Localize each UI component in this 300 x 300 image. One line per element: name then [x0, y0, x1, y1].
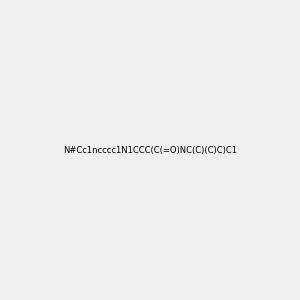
Text: N#Cc1ncccc1N1CCC(C(=O)NC(C)(C)C)C1: N#Cc1ncccc1N1CCC(C(=O)NC(C)(C)C)C1 — [63, 146, 237, 154]
